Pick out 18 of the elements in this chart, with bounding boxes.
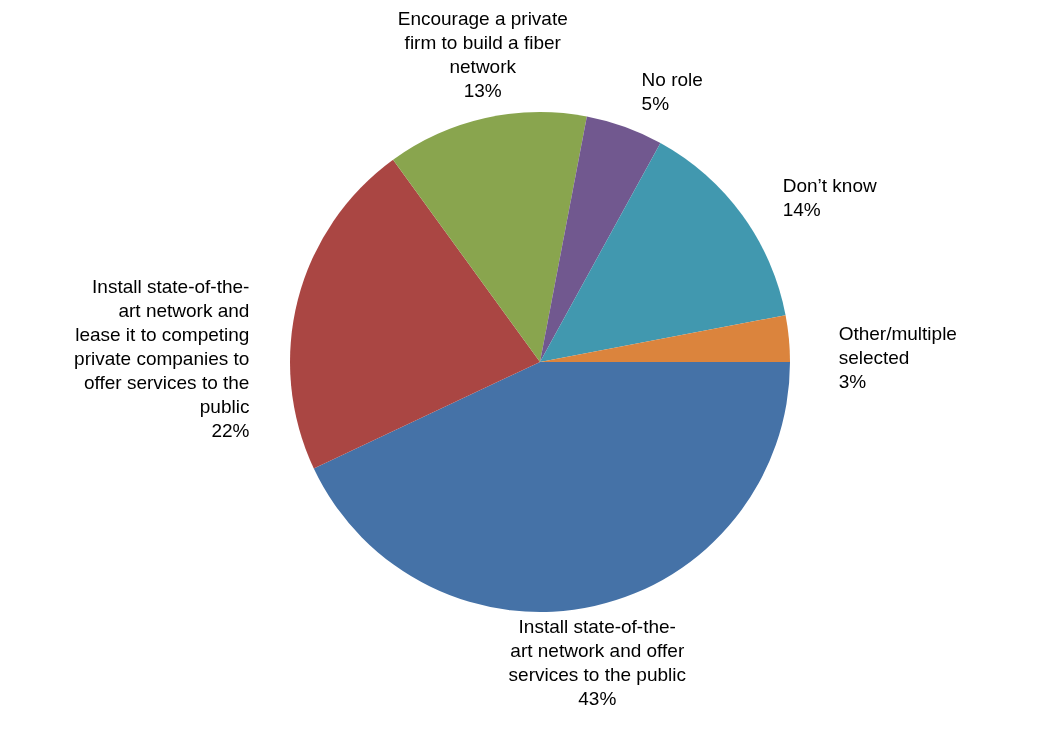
slice-label: Don’t know [782,174,877,196]
data-label: 5% [641,92,670,114]
data-label: 43% [578,688,617,710]
data-label: 22% [211,420,250,442]
slice-label: Encourage a private firm to build a fiber network [397,7,568,77]
pie-slice [540,142,786,362]
data-label: 14% [782,198,821,220]
pie-slice [313,362,790,612]
slice-label: Other/multiple selected [838,322,957,368]
data-label: 13% [463,79,502,101]
pie-slice [540,116,661,362]
pie-slice [393,112,587,362]
pie-slice [290,159,540,469]
data-label: 3% [838,370,867,392]
slice-label: Install state-of-the- art network and lease it to competing private companies to offer services to the public [74,276,250,418]
slice-label: No role [641,68,703,90]
pie-slice [540,315,790,362]
slice-label: Install state-of-the- art network and offer services to the public [508,616,686,686]
